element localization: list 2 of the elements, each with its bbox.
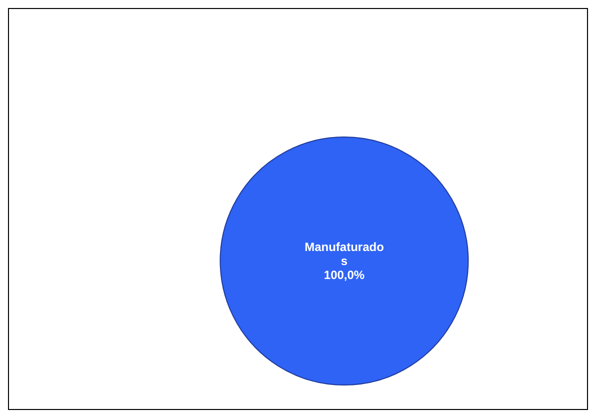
slice-label: Manufaturados — [304, 240, 384, 268]
data-label: 100,0% — [324, 268, 365, 282]
